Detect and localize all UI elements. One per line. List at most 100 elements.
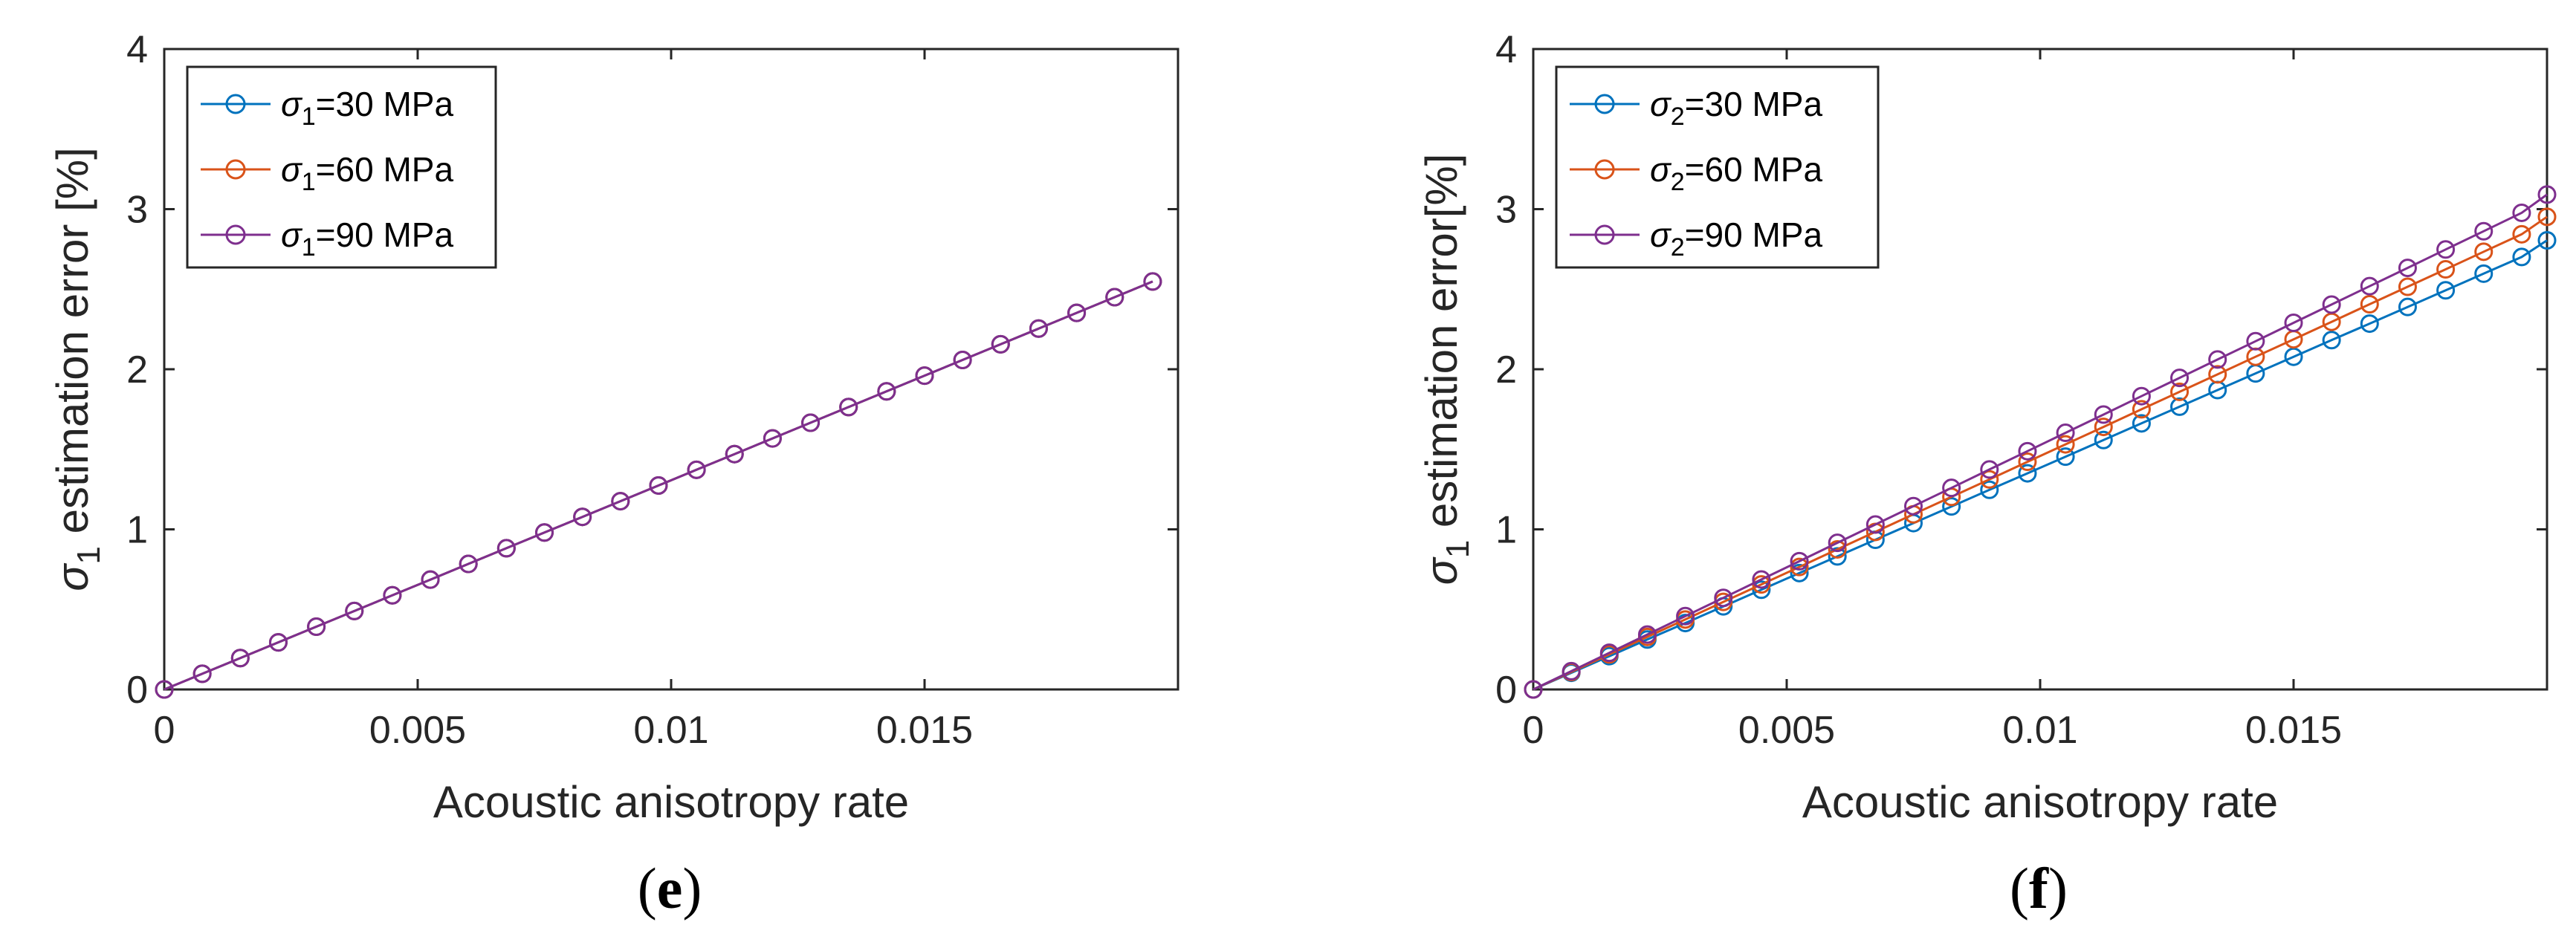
series-line-90 [1533, 193, 2548, 691]
legend-symbol: σ [1650, 150, 1672, 189]
data-point [496, 539, 516, 558]
series-line-90 [164, 280, 1153, 691]
panel-label-letter: e [657, 856, 683, 921]
data-point [2537, 185, 2557, 204]
legend-value: =90 MPa [316, 215, 454, 254]
data-point [307, 617, 326, 637]
data-point [2360, 276, 2379, 296]
data-point [801, 413, 821, 432]
data-point [2094, 418, 2113, 437]
data-point [611, 492, 630, 511]
legend-entry: σ2=60 MPa [1570, 150, 1822, 196]
data-point [2208, 350, 2227, 369]
y-tick-label: 4 [1495, 28, 1517, 71]
data-point [2132, 414, 2151, 433]
legend-label: σ2=30 MPa [1650, 85, 1822, 131]
data-point [2246, 331, 2265, 351]
legend-subscript: 1 [302, 168, 316, 196]
legend-entry: σ1=90 MPa [201, 215, 453, 262]
chart-panel-e: 0 0.005 0.01 0.015 0 1 2 3 4 Acoustic anisotropy … [48, 28, 1179, 921]
data-point [345, 601, 364, 620]
legend-entry: σ2=90 MPa [1570, 215, 1822, 262]
legend-entry: σ1=60 MPa [201, 150, 453, 196]
data-point [1828, 539, 1847, 559]
legend-swatch-marker [225, 159, 246, 180]
data-point [2512, 203, 2531, 222]
data-point [725, 444, 744, 464]
legend-entry: σ1=30 MPa [201, 85, 453, 131]
y-tick-label: 4 [126, 28, 148, 71]
y-tick-label: 1 [126, 509, 148, 552]
legend-label: σ1=90 MPa [281, 215, 453, 262]
x-tick-label: 0 [154, 709, 175, 752]
data-point [649, 475, 668, 495]
data-point [2360, 295, 2379, 314]
legend-symbol: σ [281, 85, 303, 123]
legend-symbol: σ [281, 215, 303, 254]
y-tick-label: 2 [1495, 348, 1517, 392]
legend-symbol: σ [281, 150, 303, 189]
data-point [2474, 221, 2494, 241]
data-point [763, 429, 782, 448]
data-point [1524, 680, 1543, 699]
data-point [1790, 557, 1809, 577]
legend-subscript: 2 [1671, 168, 1685, 196]
data-point [915, 366, 934, 386]
legend-swatch-marker [1594, 159, 1615, 180]
data-point [155, 680, 174, 699]
data-point [1752, 570, 1771, 589]
data-point [2474, 242, 2494, 262]
data-point [1942, 497, 1961, 516]
legend-value: =60 MPa [1685, 150, 1823, 189]
panel-label-open: ( [2010, 856, 2029, 921]
legend-symbol: σ [1650, 215, 1672, 254]
data-point [1790, 551, 1809, 571]
y-tick-label: 0 [126, 669, 148, 712]
data-point [687, 460, 706, 479]
x-tick-label: 0.015 [2245, 709, 2342, 752]
data-point [1143, 272, 1162, 291]
data-point [2094, 430, 2113, 449]
panel-label-open: ( [638, 856, 657, 921]
y-axis-title-text: estimation error [%] [48, 147, 97, 546]
y-axis-title-text: estimation error[%] [1417, 154, 1466, 540]
data-point [2056, 435, 2075, 454]
legend-swatch-marker [1594, 94, 1615, 114]
data-point [1599, 643, 1619, 663]
panel-label-letter: f [2029, 856, 2049, 921]
data-point [2018, 464, 2037, 483]
legend-value: =60 MPa [316, 150, 454, 189]
y-axis-title-subscript: 1 [71, 546, 107, 564]
data-point [2436, 240, 2456, 259]
series-line-60 [1533, 215, 2548, 691]
data-point [839, 397, 858, 417]
data-point [1790, 563, 1809, 582]
data-point [2132, 400, 2151, 419]
data-point [2056, 447, 2075, 467]
data-point [2322, 295, 2341, 314]
data-point [877, 382, 896, 401]
data-point [2284, 314, 2303, 333]
legend-symbol: σ [1650, 85, 1672, 123]
data-point [1942, 478, 1961, 498]
data-point [2132, 386, 2151, 406]
x-axis-title: Acoustic anisotropy rate [1802, 777, 2278, 827]
data-point [2436, 260, 2456, 279]
panel-label: (e) [638, 856, 702, 921]
data-point [1676, 606, 1695, 626]
panel-label-close: ) [2048, 856, 2068, 921]
legend-value: =30 MPa [316, 85, 454, 123]
y-axis-title-subscript: 1 [1440, 540, 1476, 558]
data-point [2512, 247, 2531, 267]
data-point [953, 351, 972, 370]
panel-label-close: ) [682, 856, 702, 921]
y-tick-label: 1 [1495, 509, 1517, 552]
y-tick-label: 3 [126, 189, 148, 232]
legend-value: =30 MPa [1685, 85, 1823, 123]
data-point [1980, 480, 1999, 499]
data-point [2170, 369, 2190, 388]
data-point [383, 585, 402, 605]
y-axis-title-symbol: σ [1417, 556, 1466, 585]
data-point [2537, 207, 2557, 227]
